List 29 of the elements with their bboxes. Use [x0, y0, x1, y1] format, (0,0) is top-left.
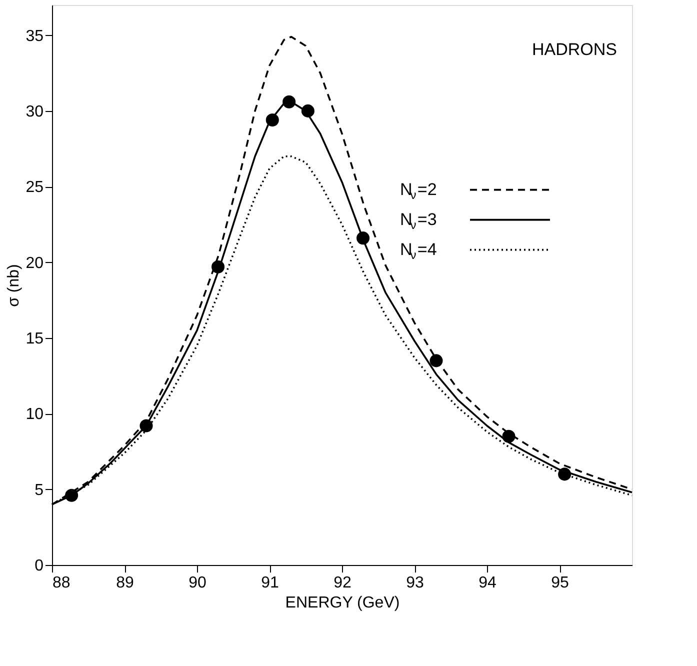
x-tick-label: 93	[406, 574, 424, 592]
x-axis-title: ENERGY (GeV)	[285, 594, 400, 612]
y-tick-label: 10	[26, 406, 44, 424]
y-tick-label: 30	[26, 103, 44, 120]
x-tick-label: 88	[52, 574, 70, 592]
point	[266, 114, 279, 127]
point	[558, 468, 572, 481]
point	[65, 488, 78, 502]
y-tick-label: 15	[26, 330, 44, 348]
point	[502, 430, 516, 443]
y-tick-label: 35	[26, 28, 44, 45]
x-tick-label: 92	[334, 574, 352, 592]
point	[301, 104, 314, 118]
y-axis-title: σ (nb)	[6, 264, 23, 307]
y-tick-label: 25	[26, 179, 44, 196]
x-tick-label: 91	[261, 574, 279, 592]
annotation: HADRONS	[532, 40, 617, 59]
point	[282, 95, 296, 108]
point	[212, 260, 225, 274]
y-tick-label: 0	[34, 558, 44, 574]
x-tick-label: 95	[551, 574, 569, 592]
y-tick-label: 20	[26, 254, 44, 272]
x-tick-label: 90	[188, 574, 206, 592]
point	[356, 232, 370, 245]
x-tick-label: 94	[478, 574, 496, 592]
point	[140, 419, 153, 432]
x-tick-label: 89	[116, 574, 134, 592]
y-tick-label: 5	[34, 482, 44, 499]
point	[430, 354, 443, 368]
